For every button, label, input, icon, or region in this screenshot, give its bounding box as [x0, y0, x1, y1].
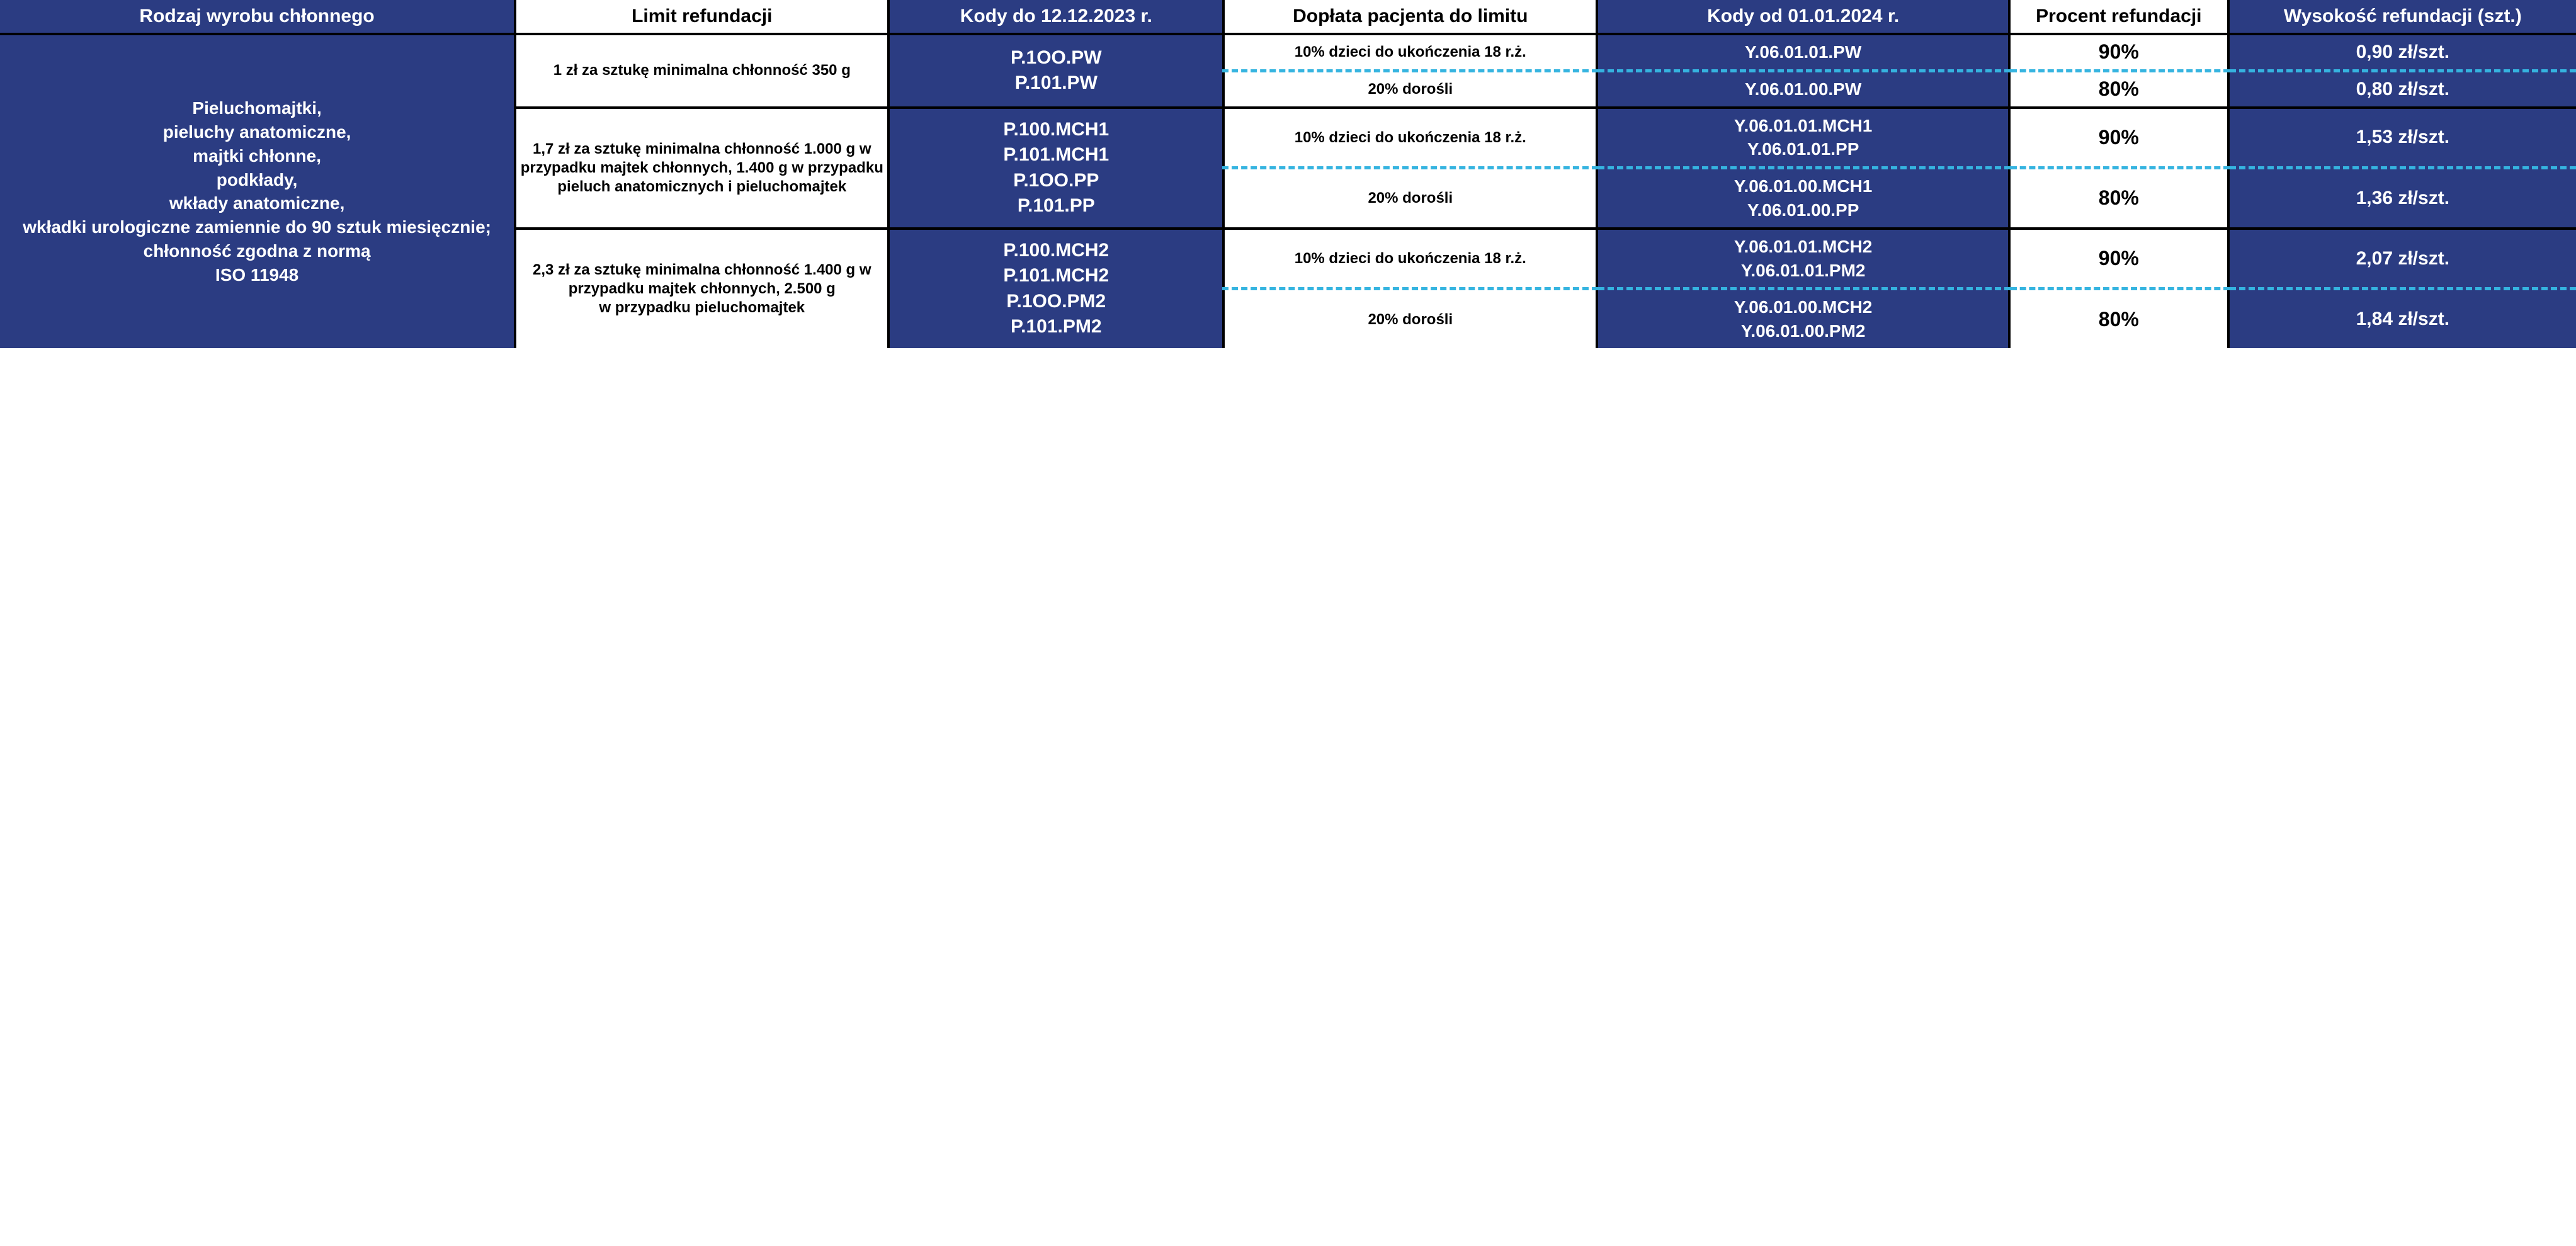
codes-new-cell: Y.06.01.00.MCH2Y.06.01.00.PM2	[1597, 289, 2009, 348]
limit-cell: 1,7 zł za sztukę minimalna chłonność 1.0…	[515, 108, 888, 229]
surcharge-cell: 10% dzieci do ukończenia 18 r.ż.	[1223, 229, 1597, 289]
surcharge-cell: 20% dorośli	[1223, 289, 1597, 348]
codes-new-cell: Y.06.01.01.MCH2Y.06.01.01.PM2	[1597, 229, 2009, 289]
header-codes-new: Kody od 01.01.2024 r.	[1597, 0, 2009, 34]
header-surcharge: Dopłata pacjenta do limitu	[1223, 0, 1597, 34]
amount-cell: 1,84 zł/szt.	[2228, 289, 2576, 348]
percent-cell: 80%	[2009, 71, 2228, 107]
percent-cell: 90%	[2009, 34, 2228, 71]
header-product-type: Rodzaj wyrobu chłonnego	[0, 0, 515, 34]
percent-cell: 90%	[2009, 108, 2228, 168]
product-type-cell: Pieluchomajtki,pieluchy anatomiczne,majt…	[0, 34, 515, 348]
header-codes-old: Kody do 12.12.2023 r.	[888, 0, 1223, 34]
header-percent: Procent refundacji	[2009, 0, 2228, 34]
surcharge-cell: 20% dorośli	[1223, 168, 1597, 229]
surcharge-cell: 20% dorośli	[1223, 71, 1597, 107]
surcharge-cell: 10% dzieci do ukończenia 18 r.ż.	[1223, 34, 1597, 71]
percent-cell: 90%	[2009, 229, 2228, 289]
codes-new-cell: Y.06.01.01.PW	[1597, 34, 2009, 71]
table-row: Pieluchomajtki,pieluchy anatomiczne,majt…	[0, 34, 2576, 71]
codes-new-cell: Y.06.01.01.MCH1Y.06.01.01.PP	[1597, 108, 2009, 168]
percent-cell: 80%	[2009, 289, 2228, 348]
header-row: Rodzaj wyrobu chłonnego Limit refundacji…	[0, 0, 2576, 34]
amount-cell: 0,90 zł/szt.	[2228, 34, 2576, 71]
codes-new-cell: Y.06.01.00.PW	[1597, 71, 2009, 107]
codes-new-cell: Y.06.01.00.MCH1Y.06.01.00.PP	[1597, 168, 2009, 229]
amount-cell: 2,07 zł/szt.	[2228, 229, 2576, 289]
header-amount: Wysokość refundacji (szt.)	[2228, 0, 2576, 34]
amount-cell: 1,36 zł/szt.	[2228, 168, 2576, 229]
amount-cell: 0,80 zł/szt.	[2228, 71, 2576, 107]
refund-table: Rodzaj wyrobu chłonnego Limit refundacji…	[0, 0, 2576, 348]
percent-cell: 80%	[2009, 168, 2228, 229]
surcharge-cell: 10% dzieci do ukończenia 18 r.ż.	[1223, 108, 1597, 168]
header-limit: Limit refundacji	[515, 0, 888, 34]
codes-old-cell: P.100.MCH2P.101.MCH2P.1OO.PM2P.101.PM2	[888, 229, 1223, 348]
limit-cell: 1 zł za sztukę minimalna chłonność 350 g	[515, 34, 888, 108]
limit-cell: 2,3 zł za sztukę minimalna chłonność 1.4…	[515, 229, 888, 348]
amount-cell: 1,53 zł/szt.	[2228, 108, 2576, 168]
codes-old-cell: P.100.MCH1P.101.MCH1P.1OO.PPP.101.PP	[888, 108, 1223, 229]
codes-old-cell: P.1OO.PWP.101.PW	[888, 34, 1223, 108]
